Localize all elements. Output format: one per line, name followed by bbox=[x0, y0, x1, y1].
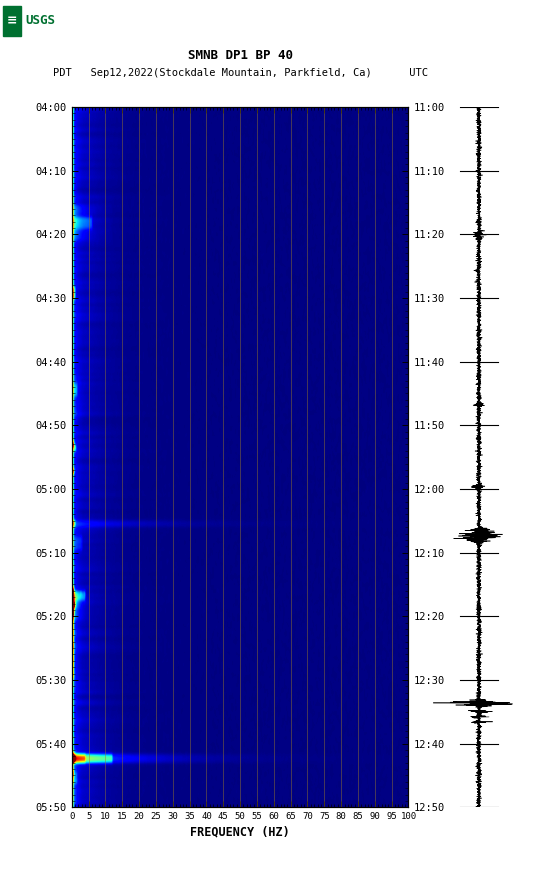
Text: ≡: ≡ bbox=[7, 14, 17, 28]
Bar bbox=[3, 6, 21, 36]
Text: USGS: USGS bbox=[25, 14, 56, 28]
X-axis label: FREQUENCY (HZ): FREQUENCY (HZ) bbox=[190, 825, 290, 838]
Text: PDT   Sep12,2022(Stockdale Mountain, Parkfield, Ca)      UTC: PDT Sep12,2022(Stockdale Mountain, Parkf… bbox=[52, 68, 428, 78]
Text: SMNB DP1 BP 40: SMNB DP1 BP 40 bbox=[188, 49, 293, 62]
